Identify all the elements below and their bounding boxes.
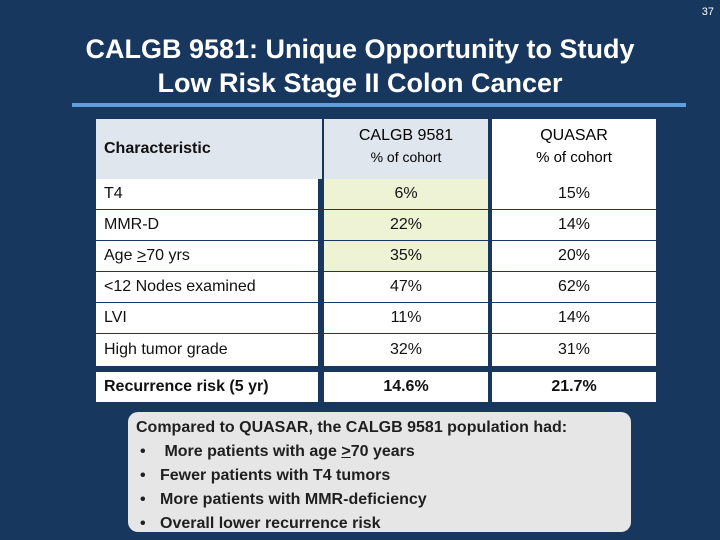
row-calgb-value: 32%: [324, 334, 488, 366]
row-label: LVI: [96, 303, 318, 333]
table-row: Age >70 yrs 35% 20%: [96, 241, 660, 271]
recurrence-calgb-value: 14.6%: [324, 372, 488, 402]
row-label: Age >70 yrs: [96, 241, 318, 271]
row-quasar-value: 14%: [492, 210, 656, 240]
table-row: High tumor grade 32% 31%: [96, 334, 660, 366]
header-calgb-name: CALGB 9581: [358, 127, 454, 144]
row-quasar-value: 31%: [492, 334, 656, 366]
recurrence-quasar-value: 21.7%: [492, 372, 656, 402]
row-calgb-value: 22%: [324, 210, 488, 240]
row-calgb-value: 6%: [324, 179, 488, 209]
header-calgb-sub: % of cohort: [370, 149, 442, 165]
summary-intro: Compared to QUASAR, the CALGB 9581 popul…: [136, 419, 568, 436]
header-quasar-name: QUASAR: [540, 127, 608, 144]
table-row: <12 Nodes examined 47% 62%: [96, 272, 660, 302]
row-quasar-value: 62%: [492, 272, 656, 302]
header-quasar-sub: % of cohort: [536, 149, 612, 166]
row-calgb-value: 11%: [324, 303, 488, 333]
summary-bullet-1-suffix: 70 years: [350, 443, 415, 460]
summary-bullet-1-underlined: >: [341, 443, 351, 460]
row-label: <12 Nodes examined: [96, 272, 318, 302]
table-row: MMR-D 22% 14%: [96, 210, 660, 240]
summary-bullet: Overall lower recurrence risk: [136, 512, 623, 536]
recurrence-label: Recurrence risk (5 yr): [96, 372, 318, 402]
summary-bullet: More patients with age >70 years: [136, 440, 623, 464]
recurrence-row: Recurrence risk (5 yr) 14.6% 21.7%: [96, 372, 660, 402]
summary-bullet: More patients with MMR-deficiency: [136, 488, 623, 512]
header-characteristic-cell: Characteristic: [96, 119, 322, 179]
header-calgb-cell: CALGB 9581 % of cohort: [324, 119, 488, 179]
row-label-underlined: >: [136, 247, 147, 264]
slide-number: 37: [701, 6, 714, 18]
row-calgb-value: 47%: [324, 272, 488, 302]
summary-box: Compared to QUASAR, the CALGB 9581 popul…: [128, 412, 631, 532]
title-divider: [72, 103, 686, 107]
summary-bullet: Fewer patients with T4 tumors: [136, 464, 623, 488]
row-label: MMR-D: [96, 210, 318, 240]
title-line-1: CALGB 9581: Unique Opportunity to Study: [85, 34, 635, 64]
row-label: High tumor grade: [96, 334, 318, 366]
table-row: T4 6% 15%: [96, 179, 660, 209]
slide-title: CALGB 9581: Unique Opportunity to Study …: [0, 32, 720, 100]
row-quasar-value: 20%: [492, 241, 656, 271]
row-quasar-value: 14%: [492, 303, 656, 333]
row-calgb-value: 35%: [324, 241, 488, 271]
row-label: T4: [96, 179, 318, 209]
table-row: LVI 11% 14%: [96, 303, 660, 333]
row-label-prefix: Age: [104, 247, 137, 264]
row-quasar-value: 15%: [492, 179, 656, 209]
row-label-suffix: 70 yrs: [146, 247, 190, 264]
header-quasar-cell: QUASAR % of cohort: [492, 119, 656, 179]
title-line-2: Low Risk Stage II Colon Cancer: [157, 68, 563, 98]
header-characteristic: Characteristic: [104, 140, 211, 157]
summary-bullet-1-prefix: More patients with age: [164, 443, 342, 460]
